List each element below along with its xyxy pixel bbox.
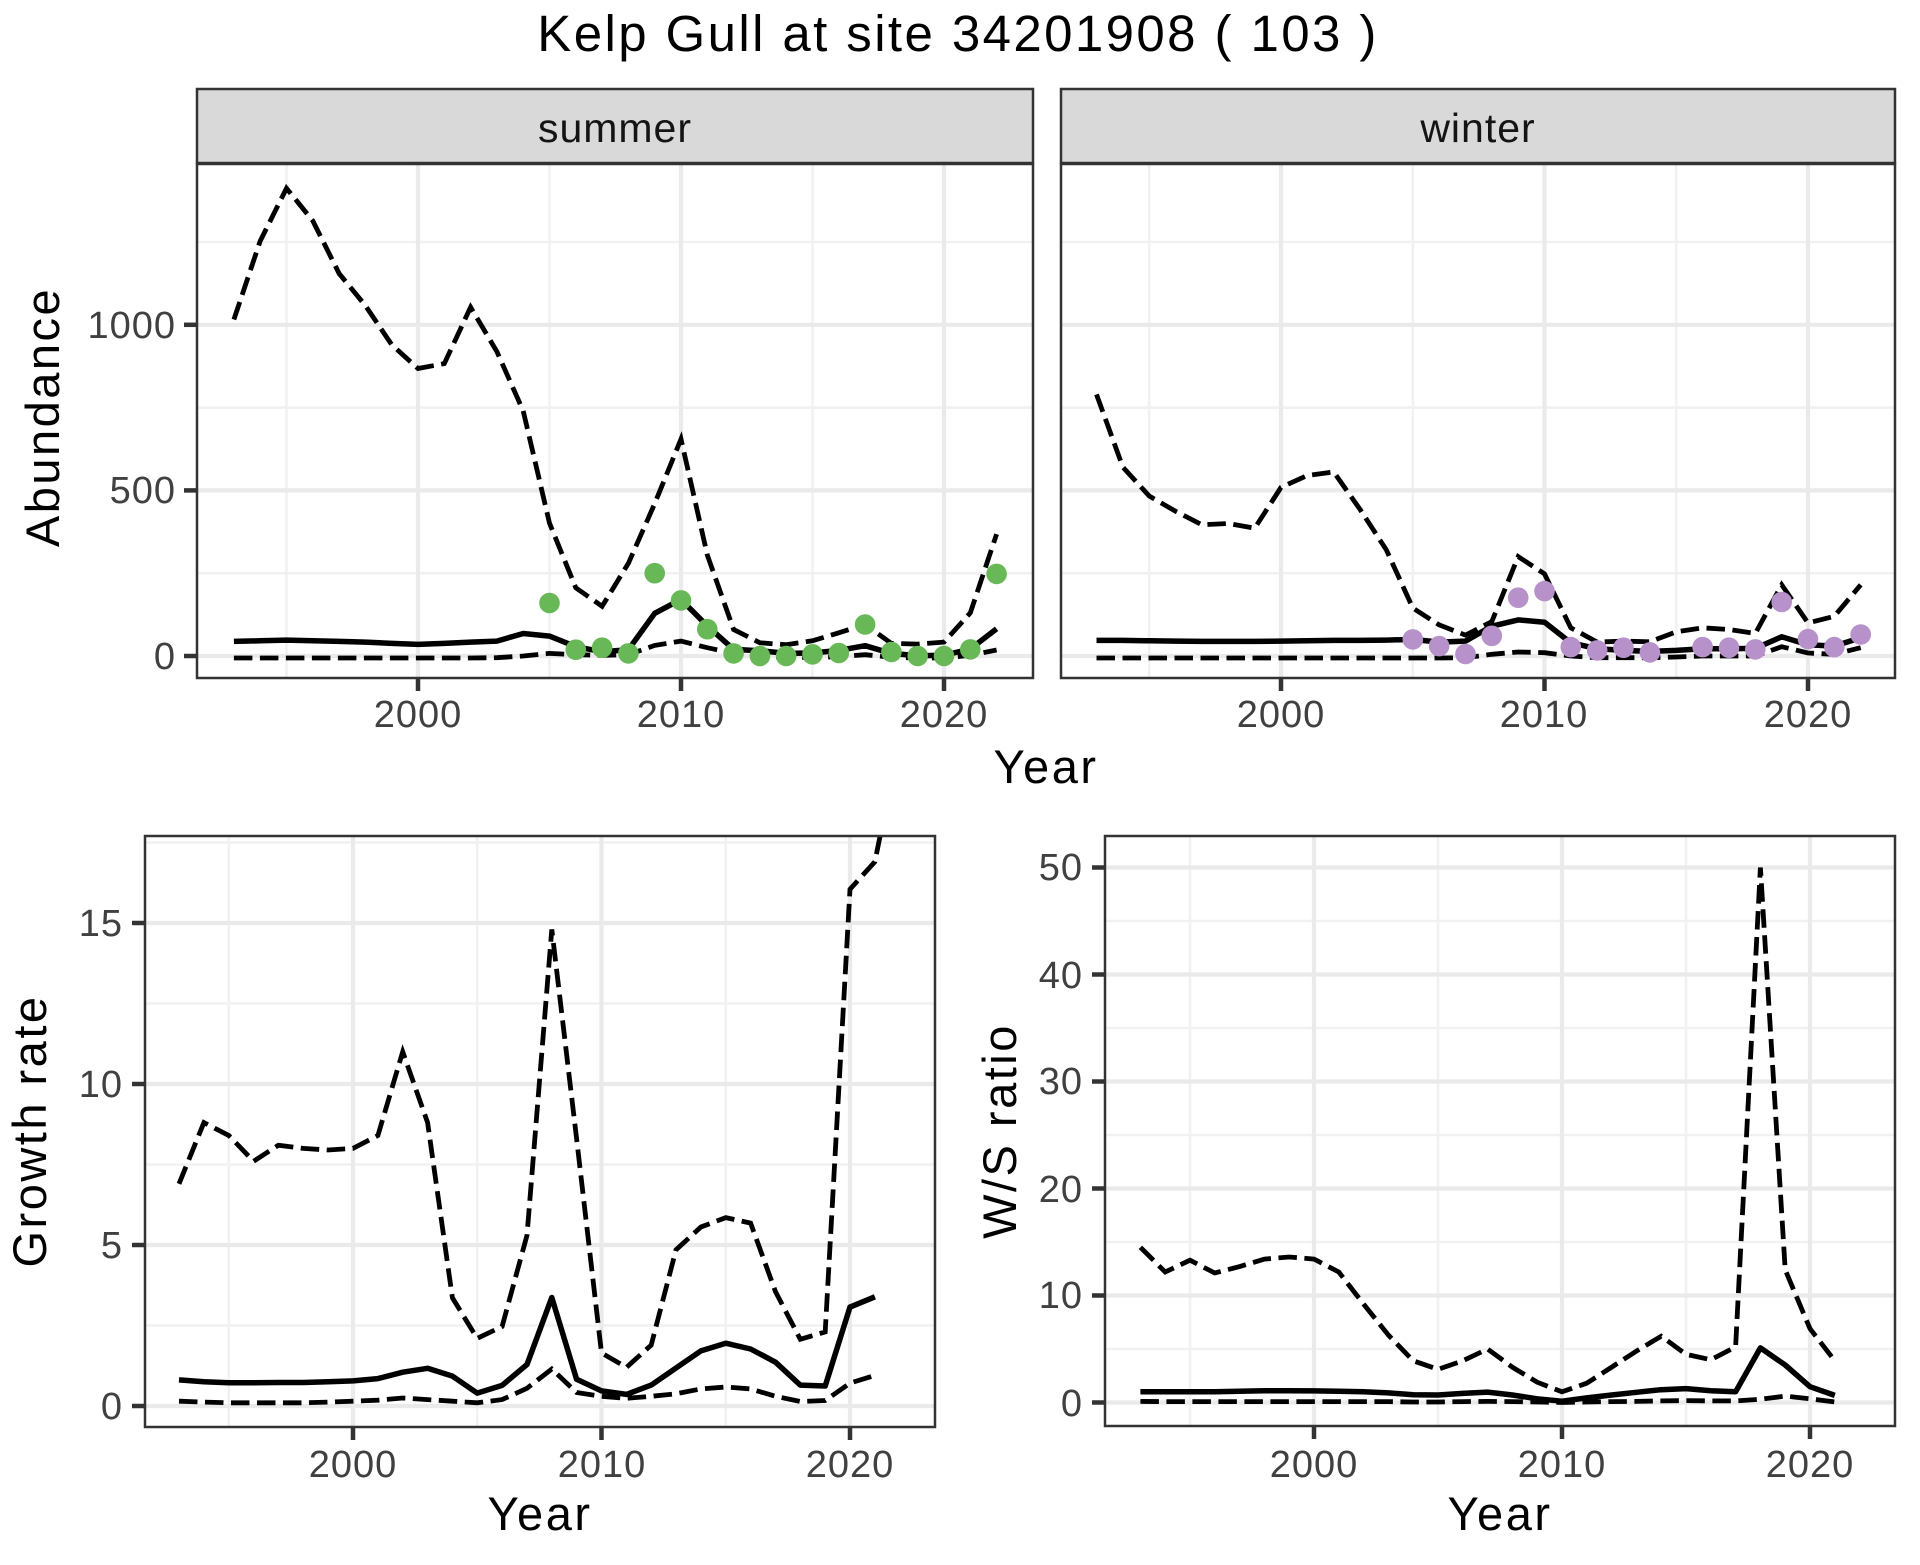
svg-text:2010: 2010 (637, 694, 726, 736)
svg-text:2000: 2000 (309, 1444, 398, 1486)
svg-text:Year: Year (1448, 1487, 1553, 1540)
svg-text:30: 30 (1039, 1061, 1083, 1103)
svg-text:2020: 2020 (806, 1444, 895, 1486)
svg-text:0: 0 (154, 636, 176, 678)
svg-text:50: 50 (1039, 847, 1083, 889)
svg-text:10: 10 (1039, 1275, 1083, 1317)
svg-text:0: 0 (1061, 1383, 1083, 1425)
svg-text:5: 5 (101, 1225, 123, 1267)
svg-text:20: 20 (1039, 1169, 1083, 1211)
svg-text:Growth rate: Growth rate (3, 994, 56, 1267)
svg-text:0: 0 (101, 1386, 123, 1428)
svg-text:10: 10 (79, 1064, 123, 1106)
svg-text:Year: Year (994, 740, 1099, 793)
svg-text:2010: 2010 (558, 1444, 647, 1486)
svg-text:500: 500 (110, 470, 176, 512)
svg-text:2000: 2000 (1237, 694, 1326, 736)
svg-text:2020: 2020 (900, 694, 989, 736)
svg-text:2000: 2000 (1270, 1444, 1359, 1486)
svg-text:2020: 2020 (1766, 1444, 1855, 1486)
svg-text:40: 40 (1039, 955, 1083, 997)
svg-text:Abundance: Abundance (16, 287, 69, 547)
svg-text:15: 15 (79, 903, 123, 945)
svg-text:summer: summer (538, 105, 692, 151)
svg-text:2010: 2010 (1500, 694, 1589, 736)
svg-text:Year: Year (488, 1487, 593, 1540)
svg-text:W/S ratio: W/S ratio (973, 1023, 1026, 1239)
svg-text:1000: 1000 (87, 305, 176, 347)
svg-text:Kelp Gull at site 34201908 ( 1: Kelp Gull at site 34201908 ( 103 ) (537, 5, 1378, 62)
svg-text:winter: winter (1419, 105, 1535, 151)
svg-text:2010: 2010 (1518, 1444, 1607, 1486)
svg-text:2020: 2020 (1764, 694, 1853, 736)
svg-text:2000: 2000 (374, 694, 463, 736)
